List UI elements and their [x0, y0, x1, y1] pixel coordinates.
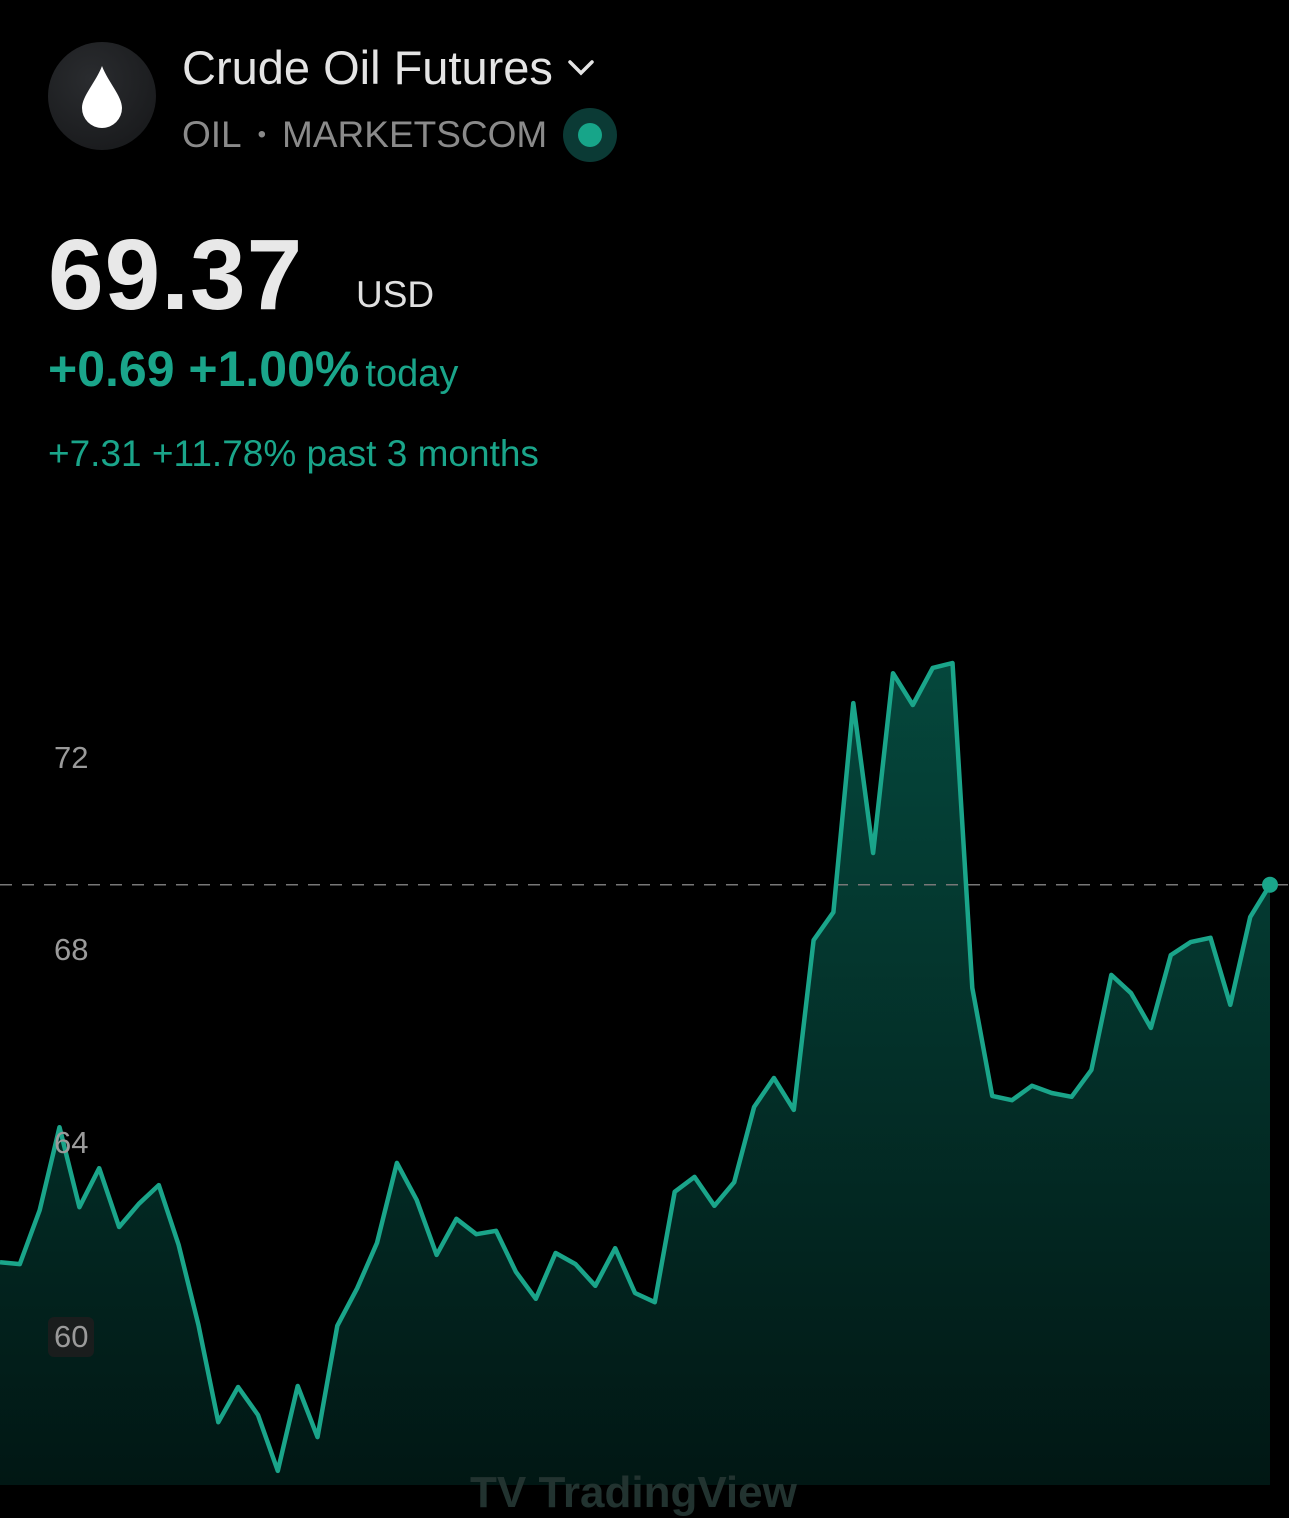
change-today-value: +0.69 +1.00%	[48, 341, 360, 397]
exchange: MARKETSCOM	[282, 114, 548, 155]
symbol-selector[interactable]: Crude Oil Futures	[182, 40, 595, 95]
y-tick-label: 68	[54, 932, 89, 967]
current-price: 69.37	[48, 219, 304, 331]
instrument-title: Crude Oil Futures	[182, 41, 553, 94]
last-price-marker	[1262, 876, 1278, 893]
market-status-indicator	[563, 108, 618, 162]
oil-logo	[48, 42, 156, 150]
y-tick-label: 60	[48, 1317, 95, 1357]
chevron-down-icon	[568, 59, 594, 75]
symbol: OIL	[182, 114, 242, 155]
change-period: +7.31 +11.78% past 3 months	[48, 433, 539, 474]
status-dot-icon	[578, 123, 603, 147]
price-chart[interactable]	[0, 0, 1289, 1485]
price-area-fill	[0, 663, 1270, 1485]
instrument-subtitle: OIL • MARKETSCOM	[182, 108, 618, 162]
price-line	[0, 660, 1272, 1474]
change-today: +0.69 +1.00% today	[48, 340, 458, 398]
change-today-label: today	[365, 353, 459, 395]
y-tick-label: 64	[54, 1125, 89, 1160]
y-tick-label: 72	[54, 740, 89, 775]
currency: USD	[356, 274, 435, 315]
separator: •	[257, 121, 267, 148]
tradingview-watermark: TV TradingView	[470, 1468, 797, 1517]
oil-drop-icon	[82, 66, 122, 128]
